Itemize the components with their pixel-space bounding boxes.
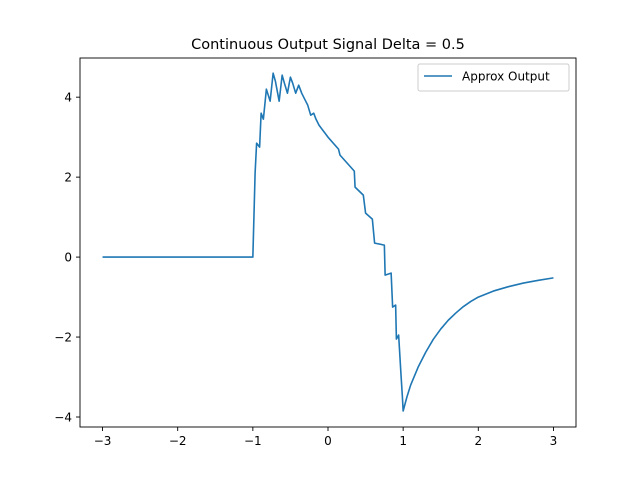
y-tick-label: −2 [54, 331, 72, 345]
y-tick-label: 0 [64, 251, 72, 265]
chart-title: Continuous Output Signal Delta = 0.5 [191, 37, 465, 53]
y-tick-label: 4 [64, 91, 72, 105]
x-tick-label: 1 [399, 434, 407, 448]
x-tick-label: −2 [169, 434, 187, 448]
x-tick-label: −3 [94, 434, 112, 448]
x-tick-label: 2 [474, 434, 482, 448]
y-tick-label: 2 [64, 171, 72, 185]
legend: Approx Output [417, 63, 570, 92]
x-tick-label: −1 [244, 434, 262, 448]
series-line-approx-output [102, 72, 554, 412]
x-tick-label: 3 [550, 434, 558, 448]
legend-label-approx-output: Approx Output [462, 70, 550, 84]
y-tick-label: −4 [54, 411, 72, 425]
plot-area [102, 72, 554, 412]
axes: −3 −2 −1 0 1 2 3 −4 −2 0 2 4 [54, 57, 577, 448]
legend-box [417, 63, 570, 92]
x-tick-label: 0 [324, 434, 332, 448]
